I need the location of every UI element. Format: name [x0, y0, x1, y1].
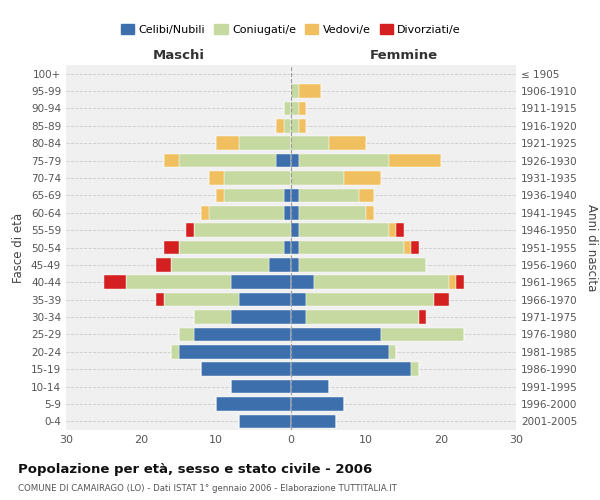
Bar: [284, 206, 291, 220]
Bar: [284, 102, 291, 115]
Bar: [389, 154, 441, 168]
Legend: Celibi/Nubili, Coniugati/e, Vedovi/e, Divorziati/e: Celibi/Nubili, Coniugati/e, Vedovi/e, Di…: [116, 20, 466, 39]
Bar: [291, 345, 389, 358]
Text: Maschi: Maschi: [152, 50, 205, 62]
Bar: [396, 224, 404, 237]
Bar: [389, 224, 396, 237]
Bar: [163, 293, 239, 306]
Bar: [156, 258, 171, 272]
Bar: [299, 154, 389, 168]
Bar: [239, 293, 291, 306]
Bar: [329, 136, 366, 150]
Bar: [381, 328, 464, 341]
Bar: [126, 276, 231, 289]
Bar: [314, 276, 449, 289]
Bar: [433, 293, 449, 306]
Bar: [291, 380, 329, 394]
Bar: [269, 258, 291, 272]
Bar: [171, 345, 179, 358]
Bar: [209, 171, 223, 185]
Bar: [456, 276, 464, 289]
Bar: [193, 310, 231, 324]
Bar: [411, 362, 419, 376]
Y-axis label: Fasce di età: Fasce di età: [13, 212, 25, 282]
Bar: [156, 293, 163, 306]
Bar: [291, 206, 299, 220]
Bar: [216, 397, 291, 410]
Bar: [163, 240, 179, 254]
Bar: [291, 240, 299, 254]
Bar: [216, 188, 223, 202]
Bar: [366, 206, 373, 220]
Bar: [179, 154, 276, 168]
Bar: [231, 276, 291, 289]
Bar: [291, 258, 299, 272]
Bar: [231, 380, 291, 394]
Bar: [299, 84, 321, 98]
Bar: [449, 276, 456, 289]
Bar: [239, 136, 291, 150]
Bar: [291, 414, 336, 428]
Bar: [291, 293, 306, 306]
Bar: [179, 240, 284, 254]
Bar: [223, 171, 291, 185]
Bar: [291, 310, 306, 324]
Bar: [193, 328, 291, 341]
Bar: [359, 188, 373, 202]
Bar: [299, 188, 359, 202]
Text: Femmine: Femmine: [370, 50, 437, 62]
Bar: [306, 310, 419, 324]
Bar: [163, 154, 179, 168]
Bar: [209, 206, 284, 220]
Y-axis label: Anni di nascita: Anni di nascita: [586, 204, 598, 291]
Bar: [231, 310, 291, 324]
Text: Popolazione per età, sesso e stato civile - 2006: Popolazione per età, sesso e stato civil…: [18, 462, 372, 475]
Bar: [276, 154, 291, 168]
Bar: [193, 224, 291, 237]
Bar: [419, 310, 426, 324]
Bar: [291, 276, 314, 289]
Bar: [299, 206, 366, 220]
Bar: [216, 136, 239, 150]
Bar: [104, 276, 126, 289]
Bar: [179, 328, 193, 341]
Bar: [223, 188, 284, 202]
Bar: [299, 119, 306, 132]
Bar: [171, 258, 269, 272]
Bar: [299, 240, 404, 254]
Bar: [343, 171, 381, 185]
Bar: [291, 397, 343, 410]
Bar: [404, 240, 411, 254]
Bar: [291, 102, 299, 115]
Bar: [179, 345, 291, 358]
Bar: [284, 188, 291, 202]
Bar: [299, 258, 426, 272]
Bar: [276, 119, 284, 132]
Bar: [291, 171, 343, 185]
Text: COMUNE DI CAMAIRAGO (LO) - Dati ISTAT 1° gennaio 2006 - Elaborazione TUTTITALIA.: COMUNE DI CAMAIRAGO (LO) - Dati ISTAT 1°…: [18, 484, 397, 493]
Bar: [201, 206, 209, 220]
Bar: [291, 328, 381, 341]
Bar: [291, 224, 299, 237]
Bar: [389, 345, 396, 358]
Bar: [284, 119, 291, 132]
Bar: [299, 224, 389, 237]
Bar: [186, 224, 193, 237]
Bar: [239, 414, 291, 428]
Bar: [291, 84, 299, 98]
Bar: [291, 119, 299, 132]
Bar: [291, 136, 329, 150]
Bar: [306, 293, 433, 306]
Bar: [299, 102, 306, 115]
Bar: [291, 188, 299, 202]
Bar: [291, 362, 411, 376]
Bar: [291, 154, 299, 168]
Bar: [284, 240, 291, 254]
Bar: [411, 240, 419, 254]
Bar: [201, 362, 291, 376]
